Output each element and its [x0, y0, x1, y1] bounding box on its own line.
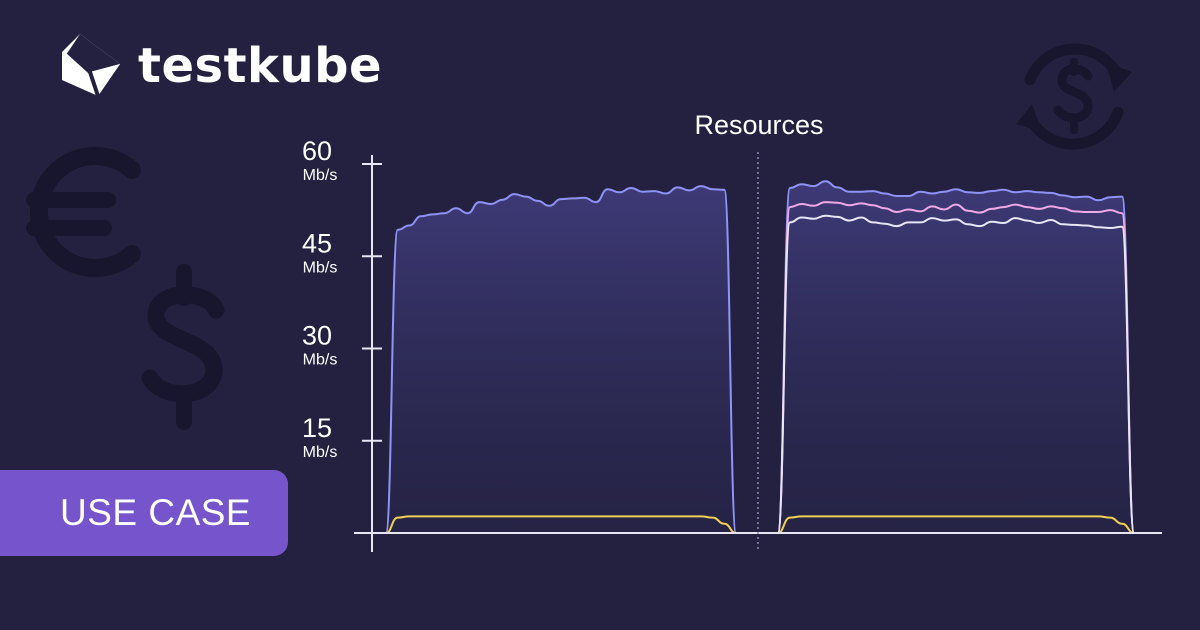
y-tick-unit-60: Mb/s: [303, 167, 338, 184]
y-tick-unit-30: Mb/s: [303, 352, 338, 369]
dollar-icon: [141, 264, 225, 430]
euro-icon: [26, 147, 141, 277]
y-tick-unit-15: Mb/s: [303, 444, 338, 461]
chart-line-panel2-series3: [768, 214, 1144, 534]
chart-area-panel1-series1: [376, 186, 746, 533]
y-tick-label-45: 45: [302, 228, 332, 258]
testkube-logo-icon: [62, 34, 120, 97]
y-tick-label-60: 60: [302, 136, 332, 166]
y-tick-unit-45: Mb/s: [303, 259, 338, 276]
chart-area-panel2-series1: [768, 181, 1144, 533]
y-tick-label-30: 30: [302, 321, 332, 351]
chart-line-panel1-series1: [376, 185, 746, 534]
use-case-badge: USE CASE: [0, 470, 288, 556]
chart-line-panel1-series2: [376, 515, 746, 534]
chart-line-panel2-series2: [768, 201, 1144, 534]
use-case-badge-label: USE CASE: [60, 492, 252, 533]
brand: testkube: [58, 30, 382, 102]
brand-name: testkube: [138, 38, 383, 94]
chart-line-panel2-series4: [768, 515, 1144, 534]
chart-title: Resources: [694, 110, 823, 140]
y-tick-label-15: 15: [302, 413, 332, 443]
chart-line-panel2-series1: [768, 180, 1144, 534]
currency-exchange-icon: [1016, 43, 1132, 150]
